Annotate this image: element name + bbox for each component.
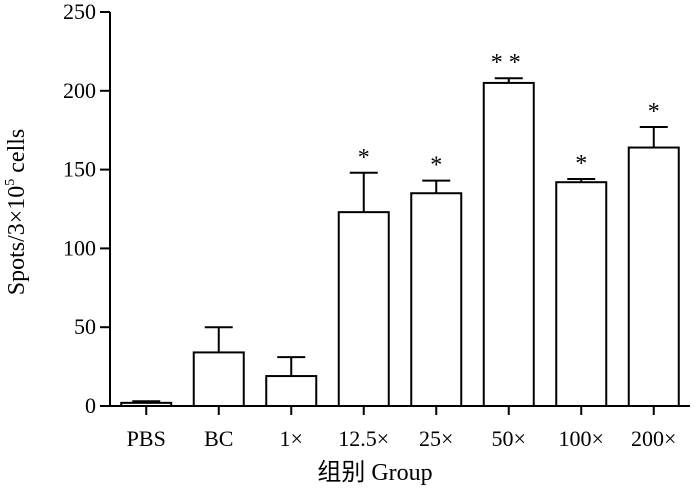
y-tick-label: 200 [63, 78, 96, 103]
bar [120, 401, 173, 407]
x-tick-label: 200× [631, 426, 676, 451]
x-tick-label: BC [204, 426, 233, 451]
x-tick-label: 25× [419, 426, 453, 451]
x-tick-label: 50× [492, 426, 526, 451]
y-axis-title: Spots/3×105 cells [3, 129, 30, 296]
y-axis: 0 50 100 150 200 250 [63, 0, 111, 418]
x-tick-label: 12.5× [338, 426, 389, 451]
x-tick-label: 1× [280, 426, 303, 451]
bar [192, 351, 245, 407]
x-axis: PBS BC 1× 12.5× 25× 50× 100× 200× [110, 405, 690, 451]
x-tick-label: PBS [127, 426, 166, 451]
significance-marker: * [648, 99, 660, 125]
y-tick-label: 250 [63, 0, 96, 24]
x-tick-label: 100× [559, 426, 604, 451]
y-tick-label: 100 [63, 235, 96, 260]
bar [410, 192, 463, 407]
bar [627, 146, 680, 407]
y-tick-label: 0 [85, 393, 96, 418]
bars: * ***** [120, 50, 680, 407]
significance-marker: * [430, 153, 442, 179]
significance-marker: * [358, 145, 370, 171]
significance-marker: ** [491, 50, 527, 76]
y-tick-label: 50 [74, 314, 96, 339]
y-axis-title-prefix: Spots/3×10 [4, 186, 30, 296]
significance-marker: * [575, 151, 587, 177]
y-tick-label: 150 [63, 157, 96, 182]
y-axis-title-suffix: cells [4, 129, 30, 179]
bar [265, 375, 318, 407]
bar [555, 181, 608, 407]
x-axis-title: 组别 Group [317, 459, 432, 486]
bar [482, 81, 535, 407]
y-axis-title-superscript: 5 [3, 179, 18, 186]
bar [337, 211, 390, 407]
